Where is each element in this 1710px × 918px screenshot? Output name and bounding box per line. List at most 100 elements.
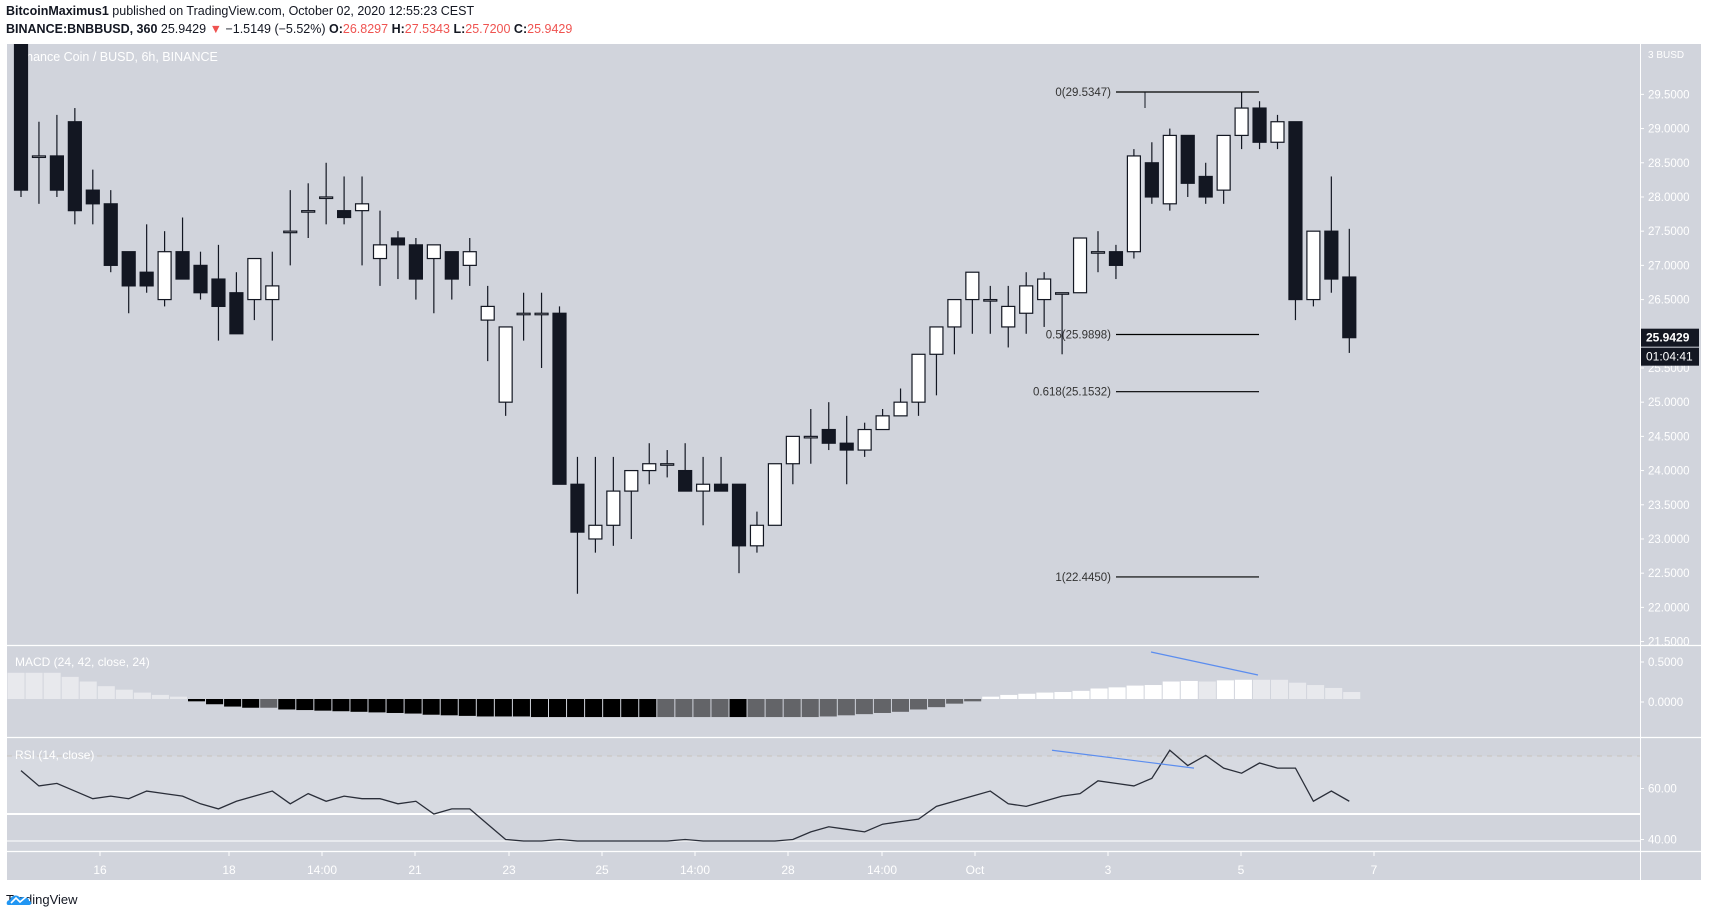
bullish-candle[interactable] [1054,292,1070,295]
rsi-line [20,749,1350,842]
bearish-candle[interactable] [713,483,729,492]
bullish-candle[interactable] [498,326,513,403]
bullish-candle[interactable] [875,415,890,431]
bearish-candle[interactable] [731,483,747,547]
bearish-candle[interactable] [570,483,585,533]
bearish-candle[interactable] [49,155,65,191]
bullish-candle[interactable] [1270,121,1285,143]
bullish-candle[interactable] [767,463,783,526]
bullish-candle[interactable] [319,196,334,200]
bullish-candle[interactable] [301,210,316,213]
bearish-candle[interactable] [839,442,854,451]
bullish-candle[interactable] [354,203,370,212]
fib-level-label: 1(22.4450) [1055,572,1111,584]
bearish-candle[interactable] [121,251,136,287]
bearish-candle[interactable] [193,264,208,294]
bullish-candle[interactable] [911,353,926,403]
bearish-candle[interactable] [1180,134,1195,184]
bullish-candle[interactable] [283,230,298,234]
macd-histogram-bar [115,689,133,699]
bullish-candle[interactable] [372,244,388,260]
bearish-candle[interactable] [103,203,118,266]
bearish-candle[interactable] [211,278,226,308]
chart-area[interactable]: Binance Coin / BUSD, 6h, BINANCE 29.5000 2… [7,44,1701,880]
bullish-candle[interactable] [606,490,621,526]
bearish-candle[interactable] [337,210,352,219]
bearish-candle[interactable] [1342,276,1357,339]
macd-histogram-bar [1054,692,1072,699]
macd-histogram-bar [25,672,43,699]
time-tick-label: 25 [595,863,609,877]
bullish-candle[interactable] [588,524,603,540]
bullish-candle[interactable] [1072,237,1088,294]
macd-histogram-bar [494,699,512,717]
macd-histogram-bar [512,699,530,717]
bullish-candle[interactable] [157,251,172,301]
bullish-candle[interactable] [803,435,818,439]
macd-histogram-bar [350,699,368,712]
bullish-candle[interactable] [642,463,657,472]
bearish-candle[interactable] [1252,107,1267,143]
bullish-candle[interactable] [426,244,441,260]
bearish-candle[interactable] [13,44,29,191]
time-tick-label: 21 [408,863,422,877]
bullish-candle[interactable] [1126,155,1142,253]
bearish-candle[interactable] [139,271,154,287]
bullish-candle[interactable] [1162,134,1177,205]
rsi-divergence-line[interactable] [1051,749,1195,769]
bearish-candle[interactable] [678,469,693,492]
current-price-label: 25.9429 [1646,331,1690,345]
macd-histogram-bar [1307,685,1325,699]
macd-histogram-bar [1000,694,1018,699]
bearish-candle[interactable] [821,428,836,444]
bullish-candle[interactable] [480,305,495,321]
bullish-candle[interactable] [462,251,477,266]
bullish-candle[interactable] [785,435,800,465]
bullish-candle[interactable] [983,298,998,302]
macd-histogram-bar [43,672,61,699]
bullish-candle[interactable] [1090,251,1106,254]
bullish-candle[interactable] [1306,230,1321,301]
fib-level-label: 0(29.5347) [1055,87,1111,99]
bullish-candle[interactable] [965,271,980,301]
bullish-candle[interactable] [893,401,908,417]
bullish-candle[interactable] [947,298,962,328]
bearish-candle[interactable] [67,121,82,212]
bullish-candle[interactable] [247,257,262,301]
bearish-candle[interactable] [444,251,459,280]
bearish-candle[interactable] [1198,175,1213,198]
bullish-candle[interactable] [534,312,549,316]
bullish-candle[interactable] [1001,305,1016,328]
bullish-candle[interactable] [749,524,765,547]
bullish-candle[interactable] [1234,107,1249,137]
price-tick-label: 29.0000 [1648,124,1690,136]
macd-histogram-bar [224,699,242,707]
bullish-candle[interactable] [929,326,944,355]
bearish-candle[interactable] [390,237,406,246]
bullish-candle[interactable] [660,463,675,466]
bullish-candle[interactable] [1216,134,1231,191]
bearish-candle[interactable] [175,251,190,280]
macd-histogram-bar [982,696,1000,699]
candlestick-chart[interactable]: Binance Coin / BUSD, 6h, BINANCE 29.5000 2… [7,44,1701,880]
bullish-candle[interactable] [695,483,711,492]
bullish-candle[interactable] [1019,285,1034,314]
time-tick-label: 14:00 [307,863,337,877]
bullish-candle[interactable] [624,469,639,492]
bullish-candle[interactable] [516,312,531,316]
bearish-candle[interactable] [1324,230,1339,280]
bearish-candle[interactable] [552,312,567,485]
bullish-candle[interactable] [265,285,280,301]
bearish-candle[interactable] [1144,162,1159,198]
bullish-candle[interactable] [857,428,872,451]
macd-divergence-line[interactable] [1150,651,1259,676]
bullish-candle[interactable] [1037,278,1052,301]
bearish-candle[interactable] [85,189,100,205]
bearish-candle[interactable] [1108,251,1124,266]
macd-histogram-bar [1289,682,1307,699]
price-tick-label: 27.5000 [1648,226,1690,238]
bullish-candle[interactable] [31,155,47,159]
bearish-candle[interactable] [408,244,423,280]
bearish-candle[interactable] [229,292,244,335]
bearish-candle[interactable] [1288,121,1303,301]
